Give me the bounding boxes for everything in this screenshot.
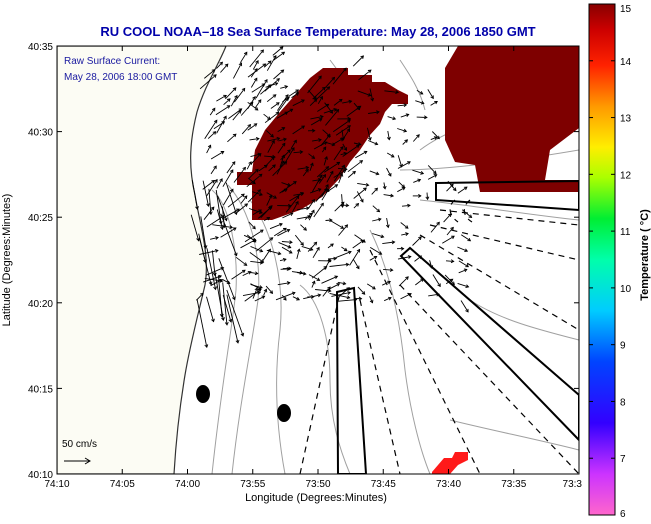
colorbar-tick-label: 9 xyxy=(620,341,626,352)
y-tick-label: 40:35 xyxy=(28,42,53,53)
chart-title: RU COOL NOAA–18 Sea Surface Temperature:… xyxy=(100,24,535,39)
plot-area: Raw Surface Current: May 28, 2006 18:00 … xyxy=(57,46,579,474)
x-tick-label: 73:40 xyxy=(436,479,461,490)
colorbar-gradient xyxy=(589,4,615,515)
colorbar-tick-label: 15 xyxy=(620,4,632,15)
x-tick-label: 73:45 xyxy=(371,479,396,490)
y-tick-label: 40:20 xyxy=(28,299,53,310)
x-axis-label: Longitude (Degrees:Minutes) xyxy=(245,492,387,504)
colorbar: 15 14 13 12 11 10 9 8 7 6 Temperature ( °C) xyxy=(589,4,651,519)
x-tick-label: 73:50 xyxy=(305,479,330,490)
y-axis-label: Latitude (Degrees:Minutes) xyxy=(1,194,13,327)
colorbar-tick-label: 8 xyxy=(620,397,626,408)
x-tick-label: 73:35 xyxy=(501,479,526,490)
current-time-label: May 28, 2006 18:00 GMT xyxy=(64,72,177,83)
colorbar-tick-label: 14 xyxy=(620,57,632,68)
colorbar-tick-label: 11 xyxy=(620,227,631,238)
x-tick-label: 74:05 xyxy=(110,479,135,490)
colorbar-tick-label: 7 xyxy=(620,454,626,465)
colorbar-tick-label: 12 xyxy=(620,170,632,181)
colorbar-label: Temperature ( °C) xyxy=(639,209,651,301)
y-tick-label: 40:15 xyxy=(28,384,53,395)
current-label: Raw Surface Current: xyxy=(64,56,160,67)
colorbar-tick-label: 13 xyxy=(620,114,632,125)
station-marker xyxy=(196,385,210,403)
x-tick-label: 73:3 xyxy=(563,479,583,490)
x-tick-label: 74:00 xyxy=(175,479,200,490)
scale-label: 50 cm/s xyxy=(62,439,97,450)
y-tick-label: 40:25 xyxy=(28,213,53,224)
y-tick-label: 40:30 xyxy=(28,128,53,139)
station-marker xyxy=(277,404,291,422)
colorbar-tick-label: 6 xyxy=(620,509,626,519)
colorbar-tick-label: 10 xyxy=(620,284,632,295)
x-tick-label: 73:55 xyxy=(240,479,265,490)
y-tick-label: 40:10 xyxy=(28,470,53,481)
